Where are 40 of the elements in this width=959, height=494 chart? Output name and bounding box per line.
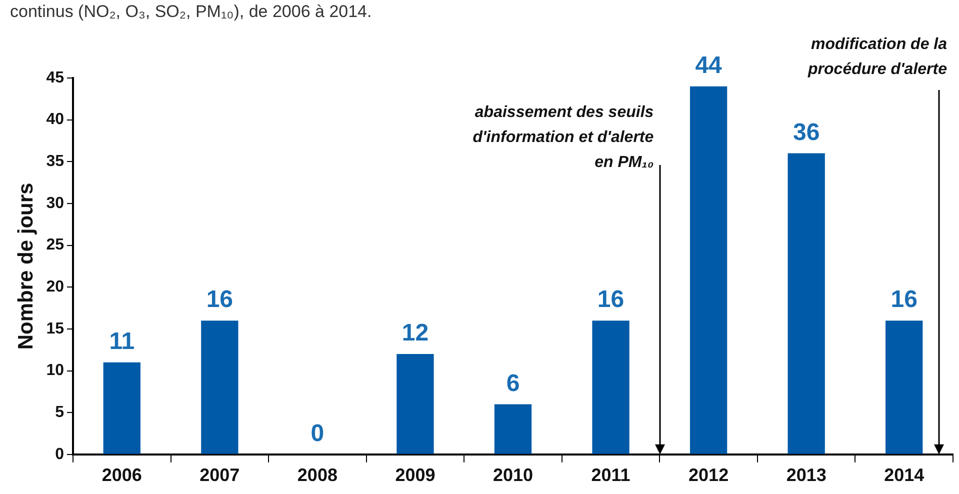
x-tick-label: 2009 — [395, 465, 436, 486]
text: modification de la procédure d'alerte — [807, 36, 948, 78]
bar — [103, 362, 140, 454]
y-tick-label: 5 — [55, 404, 64, 421]
x-tick-label: 2013 — [786, 465, 826, 486]
bar — [396, 354, 434, 454]
bar — [788, 153, 825, 454]
y-tick-label: 20 — [46, 278, 64, 296]
x-tick-label: 2010 — [492, 465, 534, 486]
data-label: 36 — [792, 118, 820, 146]
x-tick-label: 2008 — [297, 465, 338, 486]
y-tick-label: 10 — [46, 362, 64, 380]
data-label: 16 — [890, 286, 918, 314]
data-label: 12 — [402, 320, 429, 347]
bar — [592, 320, 630, 454]
data-label: 11 — [109, 328, 135, 356]
data-label: 16 — [206, 286, 234, 314]
chart-subtitle: continus (NO₂, O₃, SO₂, PM₁₀), de 2006 à 2014. — [10, 2, 372, 22]
y-tick-label: 30 — [46, 194, 64, 212]
y-tick-label: 40 — [46, 111, 64, 128]
y-tick-label: 0 — [55, 446, 64, 463]
x-tick-label: 2007 — [200, 465, 240, 486]
y-tick-label: 25 — [46, 236, 64, 254]
x-tick-label: 2011 — [591, 465, 630, 486]
bar — [201, 320, 238, 454]
y-axis-title: Nombre de jours — [14, 182, 38, 350]
data-label: 16 — [597, 286, 624, 314]
data-label: 0 — [310, 420, 324, 448]
y-tick-label: 15 — [46, 320, 64, 338]
data-label: 6 — [506, 370, 520, 397]
bar — [886, 320, 923, 454]
y-tick-label: 35 — [46, 153, 64, 170]
y-tick-label: 45 — [46, 69, 64, 86]
x-tick-label: 2006 — [102, 465, 142, 486]
x-tick-label: 2014 — [884, 465, 924, 486]
bar — [690, 86, 728, 454]
data-label: 44 — [695, 52, 723, 79]
bar — [494, 404, 532, 454]
x-tick-label: 2012 — [688, 465, 729, 486]
annotation: abaissement des seuils d'information et d'alerte en PM₁₀ — [472, 104, 654, 171]
